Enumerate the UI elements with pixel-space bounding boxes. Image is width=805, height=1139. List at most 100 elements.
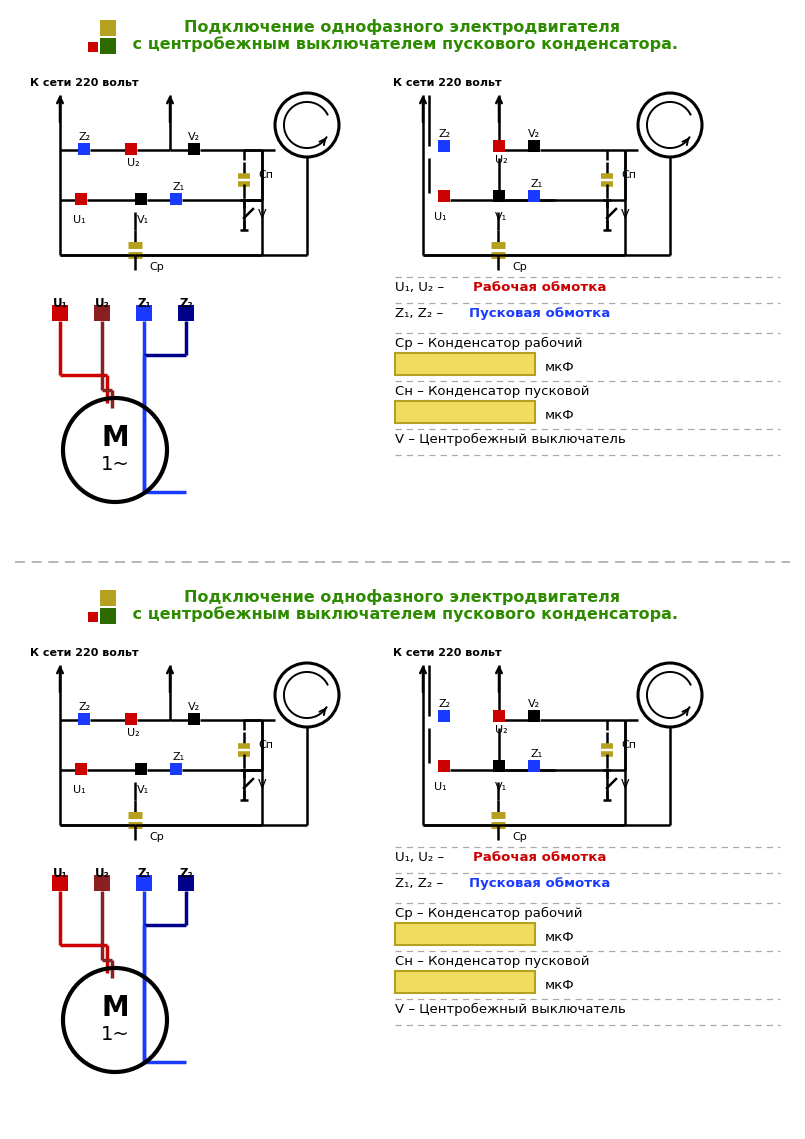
Bar [125, 713, 137, 726]
Text: с центробежным выключателем пускового конденсатора.: с центробежным выключателем пускового ко… [126, 36, 678, 51]
Text: V: V [258, 778, 266, 792]
Text: M: M [101, 424, 129, 452]
Bar [493, 760, 505, 772]
Text: Z₁: Z₁ [530, 179, 542, 189]
Bar [88, 42, 98, 52]
Bar [78, 713, 90, 726]
Text: U₁: U₁ [73, 215, 85, 226]
Text: U₁: U₁ [434, 782, 447, 792]
Bar [94, 875, 110, 891]
Text: мкФ: мкФ [545, 931, 575, 944]
Text: Подключение однофазного электродвигателя: Подключение однофазного электродвигателя [184, 19, 620, 35]
Text: Подключение однофазного электродвигателя: Подключение однофазного электродвигателя [184, 589, 620, 605]
Bar [395, 401, 535, 423]
Text: 1~: 1~ [101, 1024, 130, 1043]
Text: Z₁, Z₂ –: Z₁, Z₂ – [395, 877, 448, 890]
Text: V₂: V₂ [528, 129, 540, 139]
Text: V: V [621, 778, 630, 792]
Bar [528, 190, 540, 202]
Text: К сети 220 вольт: К сети 220 вольт [30, 77, 138, 88]
Text: V₂: V₂ [188, 132, 200, 142]
Bar [100, 608, 116, 624]
Bar [75, 763, 87, 775]
Bar [170, 763, 182, 775]
Text: V: V [258, 208, 266, 221]
Text: Cр: Cр [512, 831, 526, 842]
Text: Cн – Конденсатор пусковой: Cн – Конденсатор пусковой [395, 954, 589, 968]
Bar [88, 612, 98, 622]
Text: V: V [621, 208, 630, 221]
Text: Z₁, Z₂ –: Z₁, Z₂ – [395, 308, 448, 320]
Text: Z₂: Z₂ [78, 702, 90, 712]
Text: Cп: Cп [258, 740, 273, 749]
Bar [135, 763, 147, 775]
Bar [493, 190, 505, 202]
Bar [125, 144, 137, 155]
Text: Cр: Cр [149, 831, 163, 842]
Bar [438, 760, 450, 772]
Text: Z₂: Z₂ [180, 867, 193, 880]
Bar [188, 713, 200, 726]
Text: V₁: V₁ [137, 215, 149, 226]
Text: V₂: V₂ [188, 702, 200, 712]
Bar [135, 192, 147, 205]
Text: К сети 220 вольт: К сети 220 вольт [393, 77, 502, 88]
Bar [528, 140, 540, 151]
Text: с центробежным выключателем пускового конденсатора.: с центробежным выключателем пускового ко… [126, 606, 678, 622]
Bar [78, 144, 90, 155]
Text: V – Центробежный выключатель: V – Центробежный выключатель [395, 433, 625, 446]
Text: мкФ: мкФ [545, 409, 575, 423]
Text: Z₁: Z₁ [172, 752, 184, 762]
Bar [188, 144, 200, 155]
Text: К сети 220 вольт: К сети 220 вольт [393, 648, 502, 658]
Text: Z₁: Z₁ [137, 867, 151, 880]
Text: Пусковая обмотка: Пусковая обмотка [469, 877, 610, 890]
Text: V₂: V₂ [528, 699, 540, 708]
Bar [52, 305, 68, 321]
Text: Cп: Cп [621, 740, 636, 749]
Text: V – Центробежный выключатель: V – Центробежный выключатель [395, 1003, 625, 1016]
Text: Cп: Cп [621, 170, 636, 180]
Bar [136, 305, 152, 321]
Bar [395, 923, 535, 945]
Text: Z₂: Z₂ [438, 129, 450, 139]
Text: Z₂: Z₂ [180, 297, 193, 310]
Text: Cп: Cп [258, 170, 273, 180]
Text: Cр: Cр [149, 262, 163, 272]
Bar [136, 875, 152, 891]
Text: V₁: V₁ [137, 785, 149, 795]
Bar [438, 710, 450, 722]
Text: Cн – Конденсатор пусковой: Cн – Конденсатор пусковой [395, 385, 589, 398]
Text: U₁, U₂ –: U₁, U₂ – [395, 281, 448, 294]
Text: U₁: U₁ [52, 867, 68, 880]
Text: U₂: U₂ [127, 158, 139, 167]
Text: Cр: Cр [512, 262, 526, 272]
Bar [52, 875, 68, 891]
Text: U₁: U₁ [434, 212, 447, 222]
Bar [493, 710, 505, 722]
Bar [100, 38, 116, 54]
Bar [438, 190, 450, 202]
Text: M: M [101, 994, 129, 1022]
Bar [170, 192, 182, 205]
Text: Cр – Конденсатор рабочий: Cр – Конденсатор рабочий [395, 907, 583, 920]
Text: V₁: V₁ [495, 212, 507, 222]
Text: Cр – Конденсатор рабочий: Cр – Конденсатор рабочий [395, 337, 583, 350]
Text: Z₂: Z₂ [438, 699, 450, 708]
Text: Пусковая обмотка: Пусковая обмотка [469, 308, 610, 320]
Bar [75, 192, 87, 205]
Bar [528, 710, 540, 722]
Text: U₂: U₂ [127, 728, 139, 738]
Text: мкФ: мкФ [545, 980, 575, 992]
Text: Рабочая обмотка: Рабочая обмотка [473, 851, 606, 865]
Text: Рабочая обмотка: Рабочая обмотка [473, 281, 606, 294]
Text: К сети 220 вольт: К сети 220 вольт [30, 648, 138, 658]
Text: U₂: U₂ [95, 867, 109, 880]
Bar [94, 305, 110, 321]
Bar [395, 353, 535, 375]
Bar [395, 972, 535, 993]
Bar [528, 760, 540, 772]
Bar [100, 590, 116, 606]
Text: Z₁: Z₁ [172, 182, 184, 192]
Text: U₂: U₂ [495, 726, 508, 735]
